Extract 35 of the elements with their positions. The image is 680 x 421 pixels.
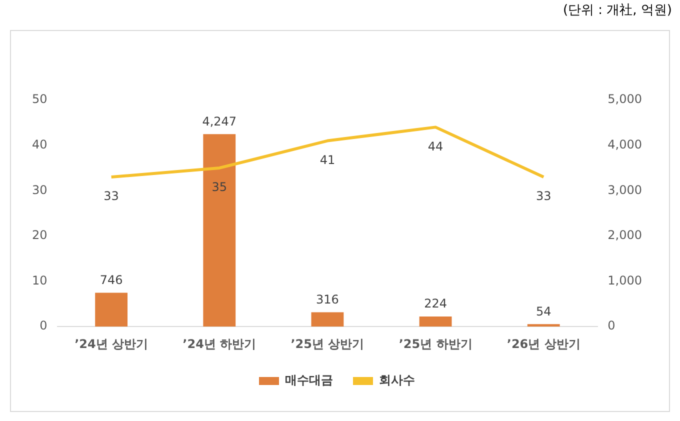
y2-tick-label: 5,000 bbox=[608, 92, 642, 106]
data-label: 33 bbox=[104, 189, 119, 204]
data-label: 41 bbox=[320, 152, 336, 167]
bar bbox=[203, 134, 236, 327]
y-tick-label: 20 bbox=[32, 228, 48, 242]
y-tick-label: 0 bbox=[40, 318, 48, 333]
x-tick-label: ’26년 상반기 bbox=[506, 336, 580, 351]
legend-label: 회사수 bbox=[379, 373, 415, 388]
bar bbox=[95, 292, 128, 327]
bar bbox=[419, 316, 452, 327]
data-label: 54 bbox=[536, 304, 552, 318]
y-tick-label: 30 bbox=[32, 182, 48, 197]
y-tick-label: 10 bbox=[32, 273, 48, 288]
y2-tick-label: 2,000 bbox=[608, 228, 642, 242]
data-label: 316 bbox=[316, 292, 339, 306]
x-tick-label: ’24년 상반기 bbox=[74, 336, 148, 351]
y-tick-label: 40 bbox=[32, 137, 48, 152]
data-label: 4,247 bbox=[202, 114, 237, 128]
x-tick-label: ’25년 상반기 bbox=[290, 336, 364, 351]
data-label: 44 bbox=[428, 139, 444, 154]
y2-tick-label: 1,000 bbox=[608, 273, 642, 288]
x-tick-label: ’24년 하반기 bbox=[182, 336, 256, 351]
y-tick-label: 50 bbox=[32, 92, 48, 106]
x-tick-label: ’25년 하반기 bbox=[398, 336, 472, 351]
y2-tick-label: 0 bbox=[608, 318, 616, 333]
data-label: 33 bbox=[536, 189, 552, 204]
bar bbox=[527, 324, 560, 327]
legend-label: 매수대금 bbox=[285, 373, 333, 388]
data-label: 746 bbox=[100, 272, 123, 287]
data-label: 224 bbox=[424, 296, 447, 311]
bar bbox=[311, 312, 344, 327]
y2-tick-label: 3,000 bbox=[608, 182, 642, 197]
text: (단위 : 개社, 억원) bbox=[562, 2, 672, 18]
y2-tick-label: 4,000 bbox=[608, 137, 642, 152]
data-label: 35 bbox=[212, 180, 228, 194]
